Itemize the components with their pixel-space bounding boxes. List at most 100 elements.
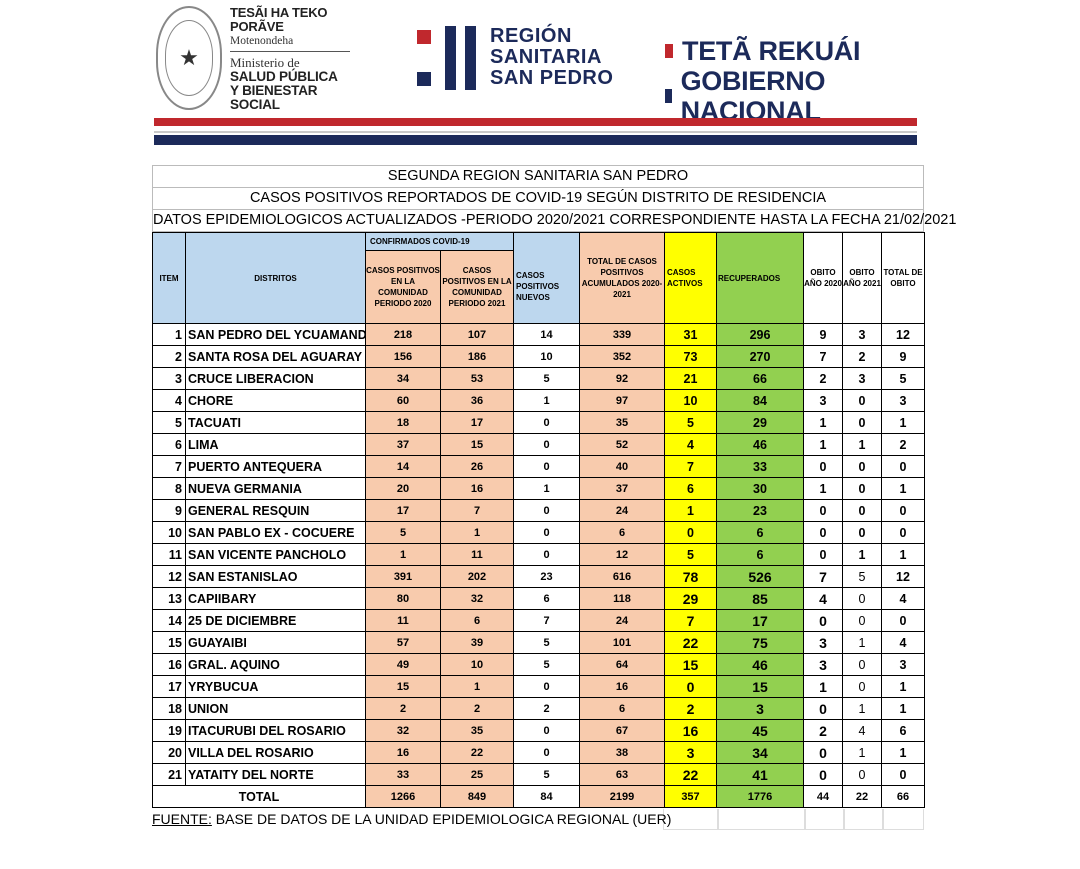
obito-2020-cell: 1 xyxy=(803,433,843,456)
recuperados-cell: 15 xyxy=(716,675,804,698)
activos-cell: 22 xyxy=(664,631,717,654)
item-cell: 6 xyxy=(152,433,186,456)
acumulados-cell: 339 xyxy=(579,323,665,346)
item-cell: 10 xyxy=(152,521,186,544)
nuevos-cell: 23 xyxy=(513,565,580,588)
table-row: 17 YRYBUCUA 15 1 0 16 0 15 1 0 1 xyxy=(152,675,925,698)
obito-2020-cell: 1 xyxy=(803,675,843,698)
district-name: GENERAL RESQUIN xyxy=(185,499,366,522)
obito-2021-cell: 1 xyxy=(842,543,882,566)
recuperados-cell: 34 xyxy=(716,741,804,764)
item-cell: 21 xyxy=(152,763,186,786)
obito-2021-cell: 1 xyxy=(842,741,882,764)
casos-2020-cell: 17 xyxy=(365,499,441,522)
casos-2020-cell: 49 xyxy=(365,653,441,676)
activos-cell: 6 xyxy=(664,477,717,500)
obito-2021-cell: 0 xyxy=(842,477,882,500)
col-obito-2020: OBITO AÑO 2020 xyxy=(803,232,843,324)
obito-2021-cell: 0 xyxy=(842,587,882,610)
casos-2020-cell: 80 xyxy=(365,587,441,610)
nuevos-cell: 2 xyxy=(513,697,580,720)
col-acumulados: TOTAL DE CASOS POSITIVOS ACUMULADOS 2020… xyxy=(579,232,665,324)
casos-2021-cell: 7 xyxy=(440,499,514,522)
total-obito-cell: 1 xyxy=(881,741,925,764)
total-obito-cell: 0 xyxy=(881,521,925,544)
nuevos-cell: 5 xyxy=(513,653,580,676)
obito-2020-cell: 0 xyxy=(803,609,843,632)
acumulados-cell: 352 xyxy=(579,345,665,368)
casos-2021-cell: 16 xyxy=(440,477,514,500)
table-row: 4 CHORE 60 36 1 97 10 84 3 0 3 xyxy=(152,389,925,412)
recuperados-cell: 6 xyxy=(716,521,804,544)
nuevos-cell: 0 xyxy=(513,741,580,764)
total-obito-cell: 6 xyxy=(881,719,925,742)
col-obito-2021: OBITO AÑO 2021 xyxy=(842,232,882,324)
district-name: YRYBUCUA xyxy=(185,675,366,698)
obito-2021-cell: 0 xyxy=(842,499,882,522)
col-casos-2020: CASOS POSITIVOS EN LA COMUNIDAD PERIODO … xyxy=(365,250,441,324)
total-obito-cell: 4 xyxy=(881,631,925,654)
casos-2020-cell: 156 xyxy=(365,345,441,368)
obito-2020-cell: 0 xyxy=(803,499,843,522)
district-name: YATAITY DEL NORTE xyxy=(185,763,366,786)
item-cell: 9 xyxy=(152,499,186,522)
item-cell: 4 xyxy=(152,389,186,412)
total-obito-cell: 1 xyxy=(881,543,925,566)
casos-2021-cell: 26 xyxy=(440,455,514,478)
activos-cell: 7 xyxy=(664,609,717,632)
recuperados-cell: 29 xyxy=(716,411,804,434)
total-obito-cell: 0 xyxy=(881,763,925,786)
total-obito-cell: 4 xyxy=(881,587,925,610)
total-obito-cell: 12 xyxy=(881,323,925,346)
item-cell: 17 xyxy=(152,675,186,698)
district-name: SANTA ROSA DEL AGUARAY xyxy=(185,345,366,368)
recuperados-cell: 23 xyxy=(716,499,804,522)
district-name: CHORE xyxy=(185,389,366,412)
obito-2021-cell: 1 xyxy=(842,433,882,456)
casos-2021-cell: 202 xyxy=(440,565,514,588)
district-name: UNION xyxy=(185,697,366,720)
recuperados-cell: 3 xyxy=(716,697,804,720)
total-value-cell: 357 xyxy=(664,785,717,808)
item-cell: 5 xyxy=(152,411,186,434)
total-obito-cell: 5 xyxy=(881,367,925,390)
item-cell: 2 xyxy=(152,345,186,368)
table-row: 2 SANTA ROSA DEL AGUARAY 156 186 10 352 73 270 7… xyxy=(152,345,925,368)
col-confirmados: CONFIRMADOS COVID-19 xyxy=(365,232,514,251)
item-cell: 16 xyxy=(152,653,186,676)
recuperados-cell: 41 xyxy=(716,763,804,786)
item-cell: 18 xyxy=(152,697,186,720)
activos-cell: 29 xyxy=(664,587,717,610)
casos-2020-cell: 1 xyxy=(365,543,441,566)
casos-2020-cell: 34 xyxy=(365,367,441,390)
acumulados-cell: 63 xyxy=(579,763,665,786)
casos-2020-cell: 11 xyxy=(365,609,441,632)
obito-2020-cell: 3 xyxy=(803,653,843,676)
acumulados-cell: 101 xyxy=(579,631,665,654)
casos-2021-cell: 17 xyxy=(440,411,514,434)
acumulados-cell: 64 xyxy=(579,653,665,676)
item-cell: 19 xyxy=(152,719,186,742)
casos-2020-cell: 14 xyxy=(365,455,441,478)
obito-2020-cell: 0 xyxy=(803,763,843,786)
activos-cell: 1 xyxy=(664,499,717,522)
nuevos-cell: 10 xyxy=(513,345,580,368)
table-row: 10 SAN PABLO EX - COCUERE 5 1 0 6 0 6 0 0 0 xyxy=(152,521,925,544)
nuevos-cell: 0 xyxy=(513,455,580,478)
casos-2021-cell: 32 xyxy=(440,587,514,610)
activos-cell: 15 xyxy=(664,653,717,676)
item-cell: 1 xyxy=(152,323,186,346)
obito-2020-cell: 1 xyxy=(803,477,843,500)
acumulados-cell: 52 xyxy=(579,433,665,456)
obito-2021-cell: 0 xyxy=(842,609,882,632)
casos-2020-cell: 32 xyxy=(365,719,441,742)
casos-2021-cell: 15 xyxy=(440,433,514,456)
total-obito-cell: 0 xyxy=(881,455,925,478)
activos-cell: 5 xyxy=(664,543,717,566)
recuperados-cell: 33 xyxy=(716,455,804,478)
obito-2020-cell: 0 xyxy=(803,741,843,764)
recuperados-cell: 46 xyxy=(716,653,804,676)
activos-cell: 73 xyxy=(664,345,717,368)
activos-cell: 10 xyxy=(664,389,717,412)
